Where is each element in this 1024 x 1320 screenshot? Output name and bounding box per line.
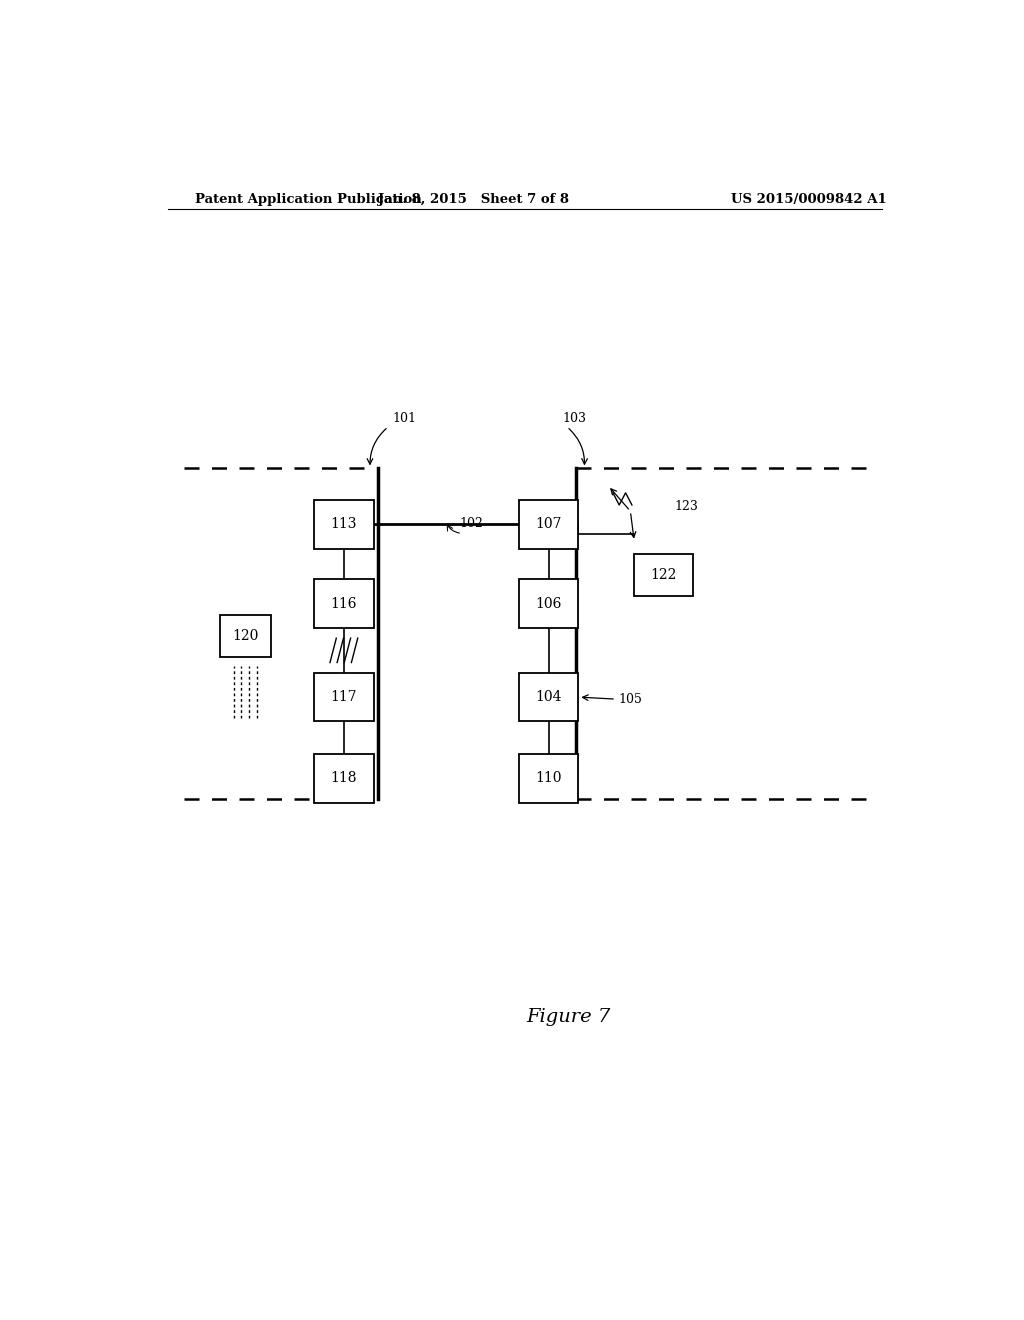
Text: Patent Application Publication: Patent Application Publication <box>196 193 422 206</box>
Bar <box>314 673 374 722</box>
Bar <box>519 579 579 628</box>
Text: 104: 104 <box>536 690 562 704</box>
Bar <box>314 579 374 628</box>
Text: 102: 102 <box>460 517 483 531</box>
Text: 106: 106 <box>536 597 562 611</box>
Text: Jan. 8, 2015   Sheet 7 of 8: Jan. 8, 2015 Sheet 7 of 8 <box>378 193 568 206</box>
Text: 122: 122 <box>650 568 677 582</box>
Bar <box>519 673 579 722</box>
Text: 110: 110 <box>536 771 562 785</box>
Bar <box>519 754 579 803</box>
Text: 105: 105 <box>618 693 642 706</box>
Text: US 2015/0009842 A1: US 2015/0009842 A1 <box>731 193 887 206</box>
Text: 120: 120 <box>232 630 259 643</box>
Text: 116: 116 <box>331 597 357 611</box>
Bar <box>634 554 693 597</box>
Bar <box>220 615 271 657</box>
Text: 113: 113 <box>331 517 357 532</box>
Text: 118: 118 <box>331 771 357 785</box>
Text: 101: 101 <box>392 412 417 425</box>
Bar <box>314 500 374 549</box>
Text: Figure 7: Figure 7 <box>526 1008 610 1026</box>
Text: 123: 123 <box>674 499 698 512</box>
Text: 107: 107 <box>536 517 562 532</box>
Text: 117: 117 <box>331 690 357 704</box>
Bar <box>314 754 374 803</box>
Text: 103: 103 <box>563 412 587 425</box>
Bar <box>519 500 579 549</box>
